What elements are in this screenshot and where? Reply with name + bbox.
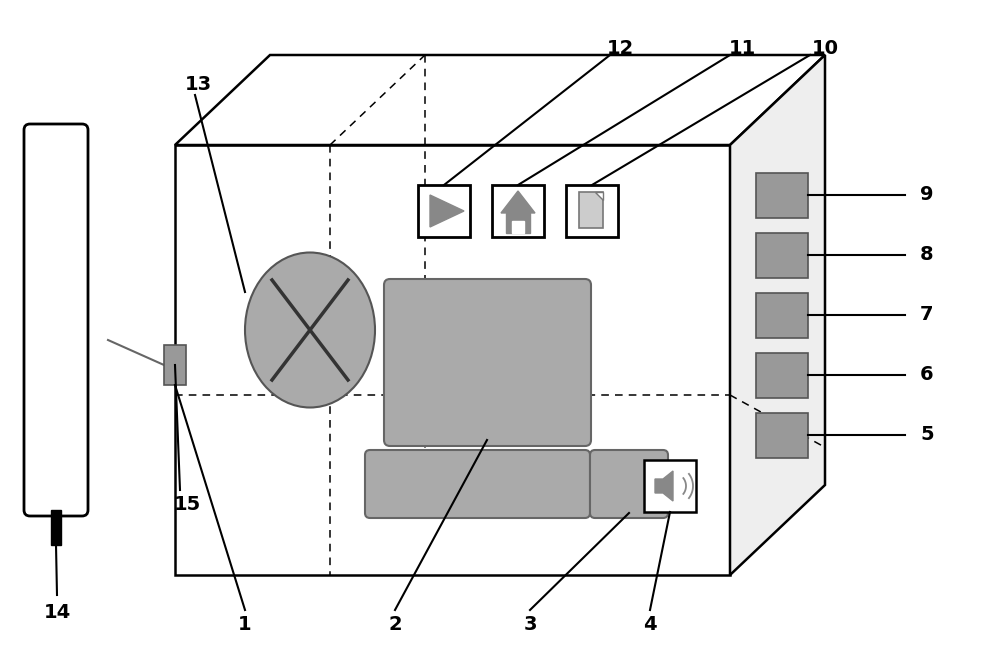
Polygon shape [175, 145, 730, 575]
Text: 6: 6 [920, 365, 934, 384]
Text: 1: 1 [238, 616, 252, 635]
Polygon shape [501, 191, 535, 213]
Text: 7: 7 [920, 306, 934, 325]
Text: 9: 9 [920, 185, 934, 204]
Text: 11: 11 [728, 39, 756, 58]
Bar [164, 345, 186, 385]
Text: 3: 3 [523, 616, 537, 635]
Text: 2: 2 [388, 616, 402, 635]
FancyBboxPatch shape [384, 279, 591, 446]
Bar [51, 510, 61, 545]
Polygon shape [730, 55, 825, 575]
Bar [512, 221, 524, 233]
Bar [756, 233, 808, 277]
Text: 5: 5 [920, 426, 934, 445]
Polygon shape [430, 195, 464, 227]
FancyBboxPatch shape [24, 124, 88, 516]
Bar [756, 353, 808, 397]
Text: 13: 13 [184, 76, 212, 95]
Text: 10: 10 [812, 39, 838, 58]
Bar [756, 292, 808, 338]
Text: 12: 12 [606, 39, 634, 58]
Bar [418, 185, 470, 237]
Polygon shape [655, 471, 673, 501]
Text: 8: 8 [920, 246, 934, 265]
FancyBboxPatch shape [590, 450, 668, 518]
Polygon shape [595, 192, 603, 200]
Bar [756, 413, 808, 457]
Bar [756, 173, 808, 217]
Bar [644, 460, 696, 512]
Bar [566, 185, 618, 237]
Bar [506, 213, 530, 233]
Text: 15: 15 [173, 495, 201, 514]
Polygon shape [175, 55, 825, 145]
FancyBboxPatch shape [365, 450, 590, 518]
Text: 14: 14 [43, 602, 71, 622]
Bar [579, 192, 603, 228]
Ellipse shape [245, 252, 375, 407]
Text: 4: 4 [643, 616, 657, 635]
Bar [492, 185, 544, 237]
